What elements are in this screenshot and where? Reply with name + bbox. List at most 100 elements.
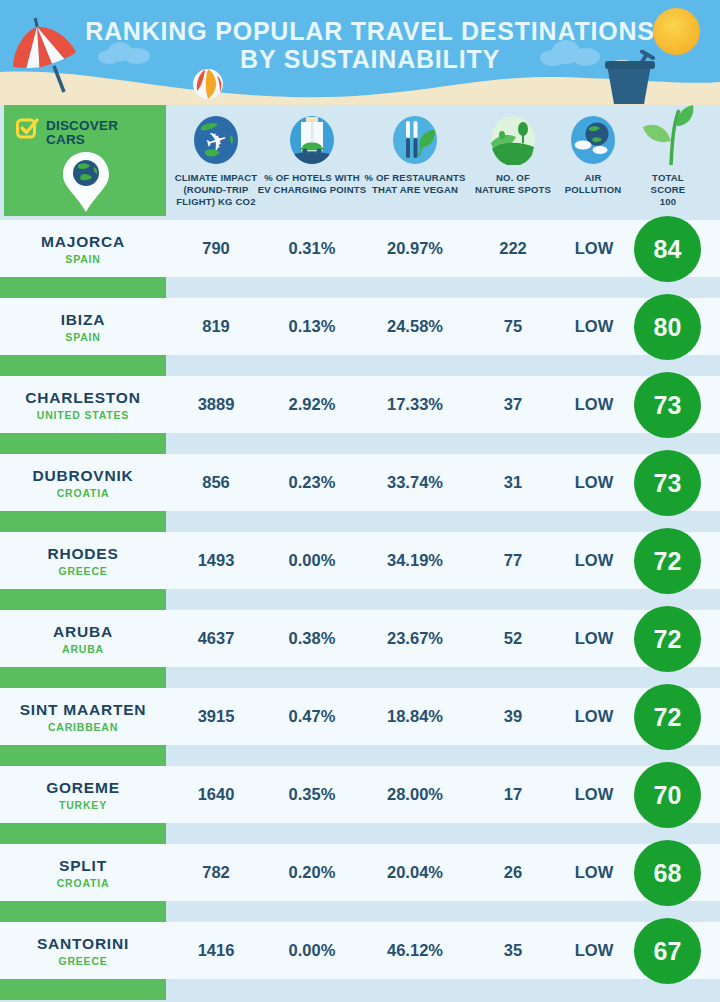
ev-hotels-value: 0.23%: [266, 473, 358, 492]
destination-name: SANTORINI: [0, 935, 166, 953]
ev-hotels-value: 0.31%: [266, 239, 358, 258]
nature-spots-value: 77: [472, 551, 554, 570]
nature-spots-value: 17: [472, 785, 554, 804]
column-label: NO. OF NATURE SPOTS: [468, 172, 558, 196]
beach-ball-icon: [192, 68, 224, 100]
nature-landscape-icon: [490, 115, 536, 165]
vegan-restaurants-value: 18.84%: [358, 707, 472, 726]
total-score-cell: 70: [634, 766, 720, 823]
total-score-badge: 72: [634, 528, 701, 594]
logo-line1: DISCOVER: [46, 119, 118, 133]
destination-cell: SINT MAARTEN CARIBBEAN: [0, 701, 166, 733]
total-score-badge: 72: [634, 684, 701, 750]
destination-country: UNITED STATES: [0, 409, 166, 421]
table-row: MAJORCA SPAIN 790 0.31% 20.97% 222 LOW 8…: [0, 220, 720, 298]
plant-sprout-icon: [638, 103, 698, 165]
airplane-globe-icon: ✈: [193, 115, 239, 165]
destination-cell: GOREME TURKEY: [0, 779, 166, 811]
total-score-cell: 72: [634, 610, 720, 667]
vegan-restaurants-value: 20.97%: [358, 239, 472, 258]
nature-spots-value: 35: [472, 941, 554, 960]
row-separator-green-bar: [0, 277, 166, 298]
row-separator-green-bar: [0, 433, 166, 454]
row-band: RHODES GREECE 1493 0.00% 34.19% 77 LOW 7…: [0, 532, 720, 589]
destination-country: SPAIN: [0, 331, 166, 343]
page-title-line1: RANKING POPULAR TRAVEL DESTINATIONS: [50, 17, 690, 45]
ev-hotels-value: 2.92%: [266, 395, 358, 414]
vegan-restaurants-value: 17.33%: [358, 395, 472, 414]
total-score-cell: 72: [634, 532, 720, 589]
destination-country: ARUBA: [0, 643, 166, 655]
destination-name: RHODES: [0, 545, 166, 563]
vegan-restaurants-value: 28.00%: [358, 785, 472, 804]
air-pollution-value: LOW: [554, 941, 634, 960]
row-separator-green-bar: [0, 979, 166, 1000]
vegan-restaurants-value: 24.58%: [358, 317, 472, 336]
total-score-cell: 80: [634, 298, 720, 355]
destination-country: GREECE: [0, 955, 166, 967]
destination-country: CROATIA: [0, 487, 166, 499]
total-score-cell: 73: [634, 454, 720, 511]
climate-impact-value: 790: [166, 239, 266, 258]
total-score-badge: 80: [634, 294, 701, 360]
row-separator: [0, 433, 720, 454]
row-band: ARUBA ARUBA 4637 0.38% 23.67% 52 LOW 72: [0, 610, 720, 667]
table-row: CHARLESTON UNITED STATES 3889 2.92% 17.3…: [0, 376, 720, 454]
air-pollution-value: LOW: [554, 785, 634, 804]
row-separator-green-bar: [0, 901, 166, 922]
table-row: IBIZA SPAIN 819 0.13% 24.58% 75 LOW 80: [0, 298, 720, 376]
row-separator-green-bar: [0, 589, 166, 610]
air-pollution-value: LOW: [554, 707, 634, 726]
destination-country: CARIBBEAN: [0, 721, 166, 733]
table-row: SINT MAARTEN CARIBBEAN 3915 0.47% 18.84%…: [0, 688, 720, 766]
total-score-badge: 84: [634, 216, 701, 282]
total-score-badge: 72: [634, 606, 701, 672]
row-band: MAJORCA SPAIN 790 0.31% 20.97% 222 LOW 8…: [0, 220, 720, 277]
row-band: SPLIT CROATIA 782 0.20% 20.04% 26 LOW 68: [0, 844, 720, 901]
infographic-page: RANKING POPULAR TRAVEL DESTINATIONS BY S…: [0, 0, 720, 1002]
row-separator: [0, 745, 720, 766]
vegan-restaurants-value: 23.67%: [358, 629, 472, 648]
destination-name: SPLIT: [0, 857, 166, 875]
air-pollution-value: LOW: [554, 395, 634, 414]
vegan-restaurants-value: 33.74%: [358, 473, 472, 492]
air-pollution-value: LOW: [554, 629, 634, 648]
destination-country: CROATIA: [0, 877, 166, 889]
destination-name: IBIZA: [0, 311, 166, 329]
row-band: SINT MAARTEN CARIBBEAN 3915 0.47% 18.84%…: [0, 688, 720, 745]
air-pollution-value: LOW: [554, 317, 634, 336]
destination-name: CHARLESTON: [0, 389, 166, 407]
beach-umbrella-icon: [0, 14, 100, 104]
vegan-restaurants-value: 46.12%: [358, 941, 472, 960]
air-pollution-value: LOW: [554, 239, 634, 258]
rows: MAJORCA SPAIN 790 0.31% 20.97% 222 LOW 8…: [0, 220, 720, 1000]
row-separator-green-bar: [0, 823, 166, 844]
destination-cell: MAJORCA SPAIN: [0, 233, 166, 265]
destination-name: MAJORCA: [0, 233, 166, 251]
total-score-badge: 67: [634, 918, 701, 984]
column-label: % OF RESTAURANTS THAT ARE VEGAN: [355, 172, 475, 196]
destination-name: GOREME: [0, 779, 166, 797]
climate-impact-value: 819: [166, 317, 266, 336]
row-separator: [0, 277, 720, 298]
row-separator-green-bar: [0, 511, 166, 532]
column-label: AIR POLLUTION: [558, 172, 628, 196]
banner: RANKING POPULAR TRAVEL DESTINATIONS BY S…: [0, 0, 720, 105]
table-row: DUBROVNIK CROATIA 856 0.23% 33.74% 31 LO…: [0, 454, 720, 532]
column-label: TOTAL SCORE 100: [638, 172, 698, 208]
climate-impact-value: 856: [166, 473, 266, 492]
destination-cell: ARUBA ARUBA: [0, 623, 166, 655]
air-pollution-globe-icon: [570, 115, 616, 165]
table-row: SANTORINI GREECE 1416 0.00% 46.12% 35 LO…: [0, 922, 720, 1000]
ev-hotels-value: 0.20%: [266, 863, 358, 882]
destination-cell: SPLIT CROATIA: [0, 857, 166, 889]
row-band: DUBROVNIK CROATIA 856 0.23% 33.74% 31 LO…: [0, 454, 720, 511]
ev-hotels-value: 0.00%: [266, 941, 358, 960]
location-pin-icon: [54, 150, 118, 214]
vegan-restaurants-value: 34.19%: [358, 551, 472, 570]
row-separator-green-bar: [0, 745, 166, 766]
total-score-cell: 73: [634, 376, 720, 433]
climate-impact-value: 3889: [166, 395, 266, 414]
discover-cars-logo: DISCOVER CARS: [4, 105, 166, 216]
nature-spots-value: 31: [472, 473, 554, 492]
